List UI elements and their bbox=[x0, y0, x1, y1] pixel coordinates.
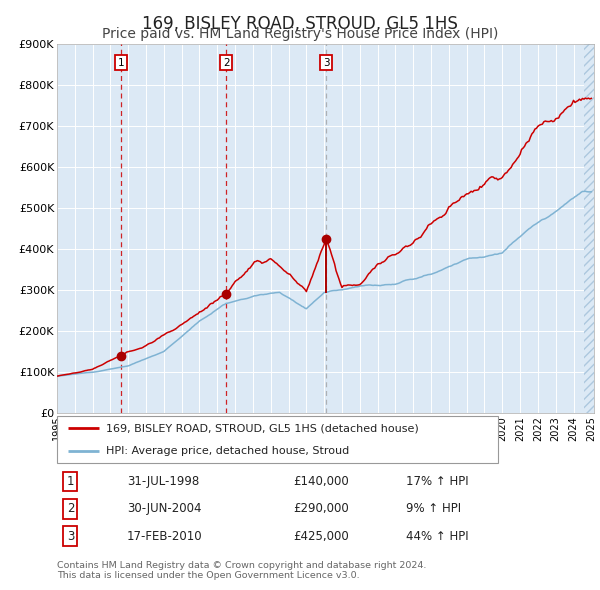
Text: Price paid vs. HM Land Registry's House Price Index (HPI): Price paid vs. HM Land Registry's House … bbox=[102, 27, 498, 41]
Text: 31-JUL-1998: 31-JUL-1998 bbox=[127, 475, 199, 488]
Text: 17% ↑ HPI: 17% ↑ HPI bbox=[406, 475, 469, 488]
Text: 2: 2 bbox=[67, 502, 74, 516]
Text: 3: 3 bbox=[67, 530, 74, 543]
Text: 30-JUN-2004: 30-JUN-2004 bbox=[127, 502, 202, 516]
Text: 44% ↑ HPI: 44% ↑ HPI bbox=[406, 530, 469, 543]
Text: This data is licensed under the Open Government Licence v3.0.: This data is licensed under the Open Gov… bbox=[57, 571, 359, 580]
Text: HPI: Average price, detached house, Stroud: HPI: Average price, detached house, Stro… bbox=[106, 446, 349, 456]
Text: 1: 1 bbox=[67, 475, 74, 488]
Text: £425,000: £425,000 bbox=[293, 530, 349, 543]
Text: 2: 2 bbox=[223, 58, 230, 68]
Text: 169, BISLEY ROAD, STROUD, GL5 1HS (detached house): 169, BISLEY ROAD, STROUD, GL5 1HS (detac… bbox=[106, 423, 418, 433]
Text: 1: 1 bbox=[118, 58, 124, 68]
Text: Contains HM Land Registry data © Crown copyright and database right 2024.: Contains HM Land Registry data © Crown c… bbox=[57, 560, 427, 569]
Text: £290,000: £290,000 bbox=[293, 502, 349, 516]
Text: 9% ↑ HPI: 9% ↑ HPI bbox=[406, 502, 461, 516]
Text: 17-FEB-2010: 17-FEB-2010 bbox=[127, 530, 202, 543]
Text: 3: 3 bbox=[323, 58, 329, 68]
Polygon shape bbox=[584, 44, 594, 413]
FancyBboxPatch shape bbox=[57, 416, 498, 463]
Text: 169, BISLEY ROAD, STROUD, GL5 1HS: 169, BISLEY ROAD, STROUD, GL5 1HS bbox=[142, 15, 458, 33]
Text: £140,000: £140,000 bbox=[293, 475, 349, 488]
